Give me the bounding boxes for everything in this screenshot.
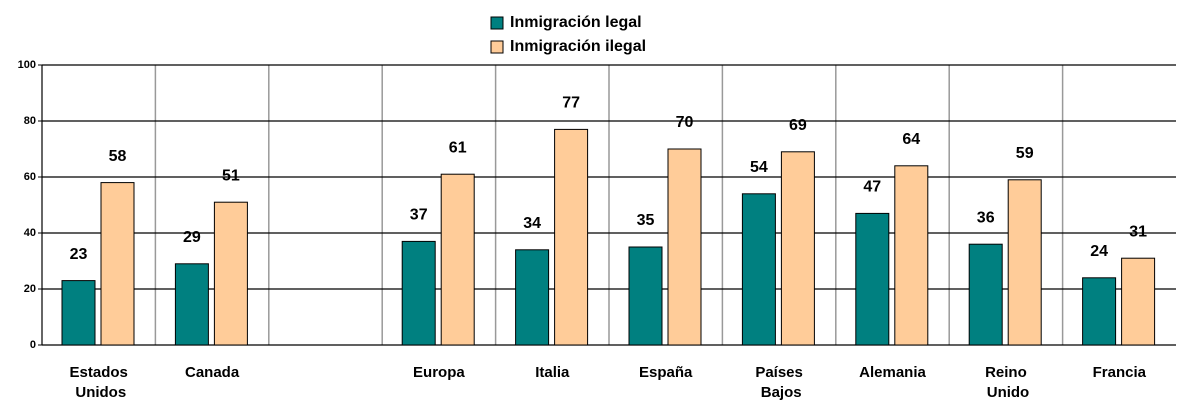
data-label: 59 xyxy=(1016,145,1034,162)
x-tick-label: Estados Unidos xyxy=(70,364,128,401)
bar xyxy=(780,151,815,346)
bar xyxy=(401,240,436,346)
data-label: 24 xyxy=(1090,243,1108,260)
data-label: 54 xyxy=(750,159,768,176)
y-tick-label: 20 xyxy=(24,283,36,295)
data-label: 61 xyxy=(449,139,467,156)
x-tick-label: Alemania xyxy=(859,364,926,381)
data-label: 29 xyxy=(183,229,201,246)
legend-label: Inmigración legal xyxy=(510,14,642,31)
data-label: 58 xyxy=(109,148,127,165)
data-label: 47 xyxy=(863,179,881,196)
bar xyxy=(174,263,209,346)
data-label: 64 xyxy=(902,131,920,148)
bar xyxy=(741,193,776,346)
legend-swatch xyxy=(490,16,504,30)
y-tick-label: 40 xyxy=(24,227,36,239)
data-label: 51 xyxy=(222,167,240,184)
y-tick-label: 60 xyxy=(24,171,36,183)
legend-swatch xyxy=(490,40,504,54)
data-label: 34 xyxy=(523,215,541,232)
data-label: 70 xyxy=(676,114,694,131)
bar xyxy=(667,148,702,346)
bar xyxy=(1121,257,1156,346)
bar xyxy=(855,212,890,346)
y-tick-label: 100 xyxy=(18,59,36,71)
legend-label: Inmigración ilegal xyxy=(510,38,646,55)
bar xyxy=(515,249,550,346)
x-tick-label: Italia xyxy=(535,364,570,381)
y-tick-label: 0 xyxy=(30,339,36,351)
x-tick-label: Canada xyxy=(185,364,240,381)
bar xyxy=(440,173,475,346)
x-tick-label: Europa xyxy=(413,364,465,381)
x-tick-label: Francia xyxy=(1093,364,1147,381)
data-label: 36 xyxy=(977,209,995,226)
data-label: 35 xyxy=(637,212,655,229)
bar xyxy=(554,128,589,346)
bar xyxy=(1082,277,1117,346)
x-tick-label: Reino Unido xyxy=(983,364,1030,401)
bar xyxy=(213,201,248,346)
data-label: 69 xyxy=(789,117,807,134)
data-label: 77 xyxy=(562,95,580,112)
x-tick-label: Países Bajos xyxy=(755,364,803,401)
bar xyxy=(968,243,1003,346)
x-tick-label: España xyxy=(639,364,693,381)
data-label: 37 xyxy=(410,207,428,224)
bar xyxy=(628,246,663,346)
bar xyxy=(894,165,929,346)
bar xyxy=(1007,179,1042,346)
bar xyxy=(100,182,135,346)
data-label: 23 xyxy=(70,246,88,263)
data-label: 31 xyxy=(1129,223,1147,240)
y-tick-label: 80 xyxy=(24,115,36,127)
bar xyxy=(61,280,96,346)
